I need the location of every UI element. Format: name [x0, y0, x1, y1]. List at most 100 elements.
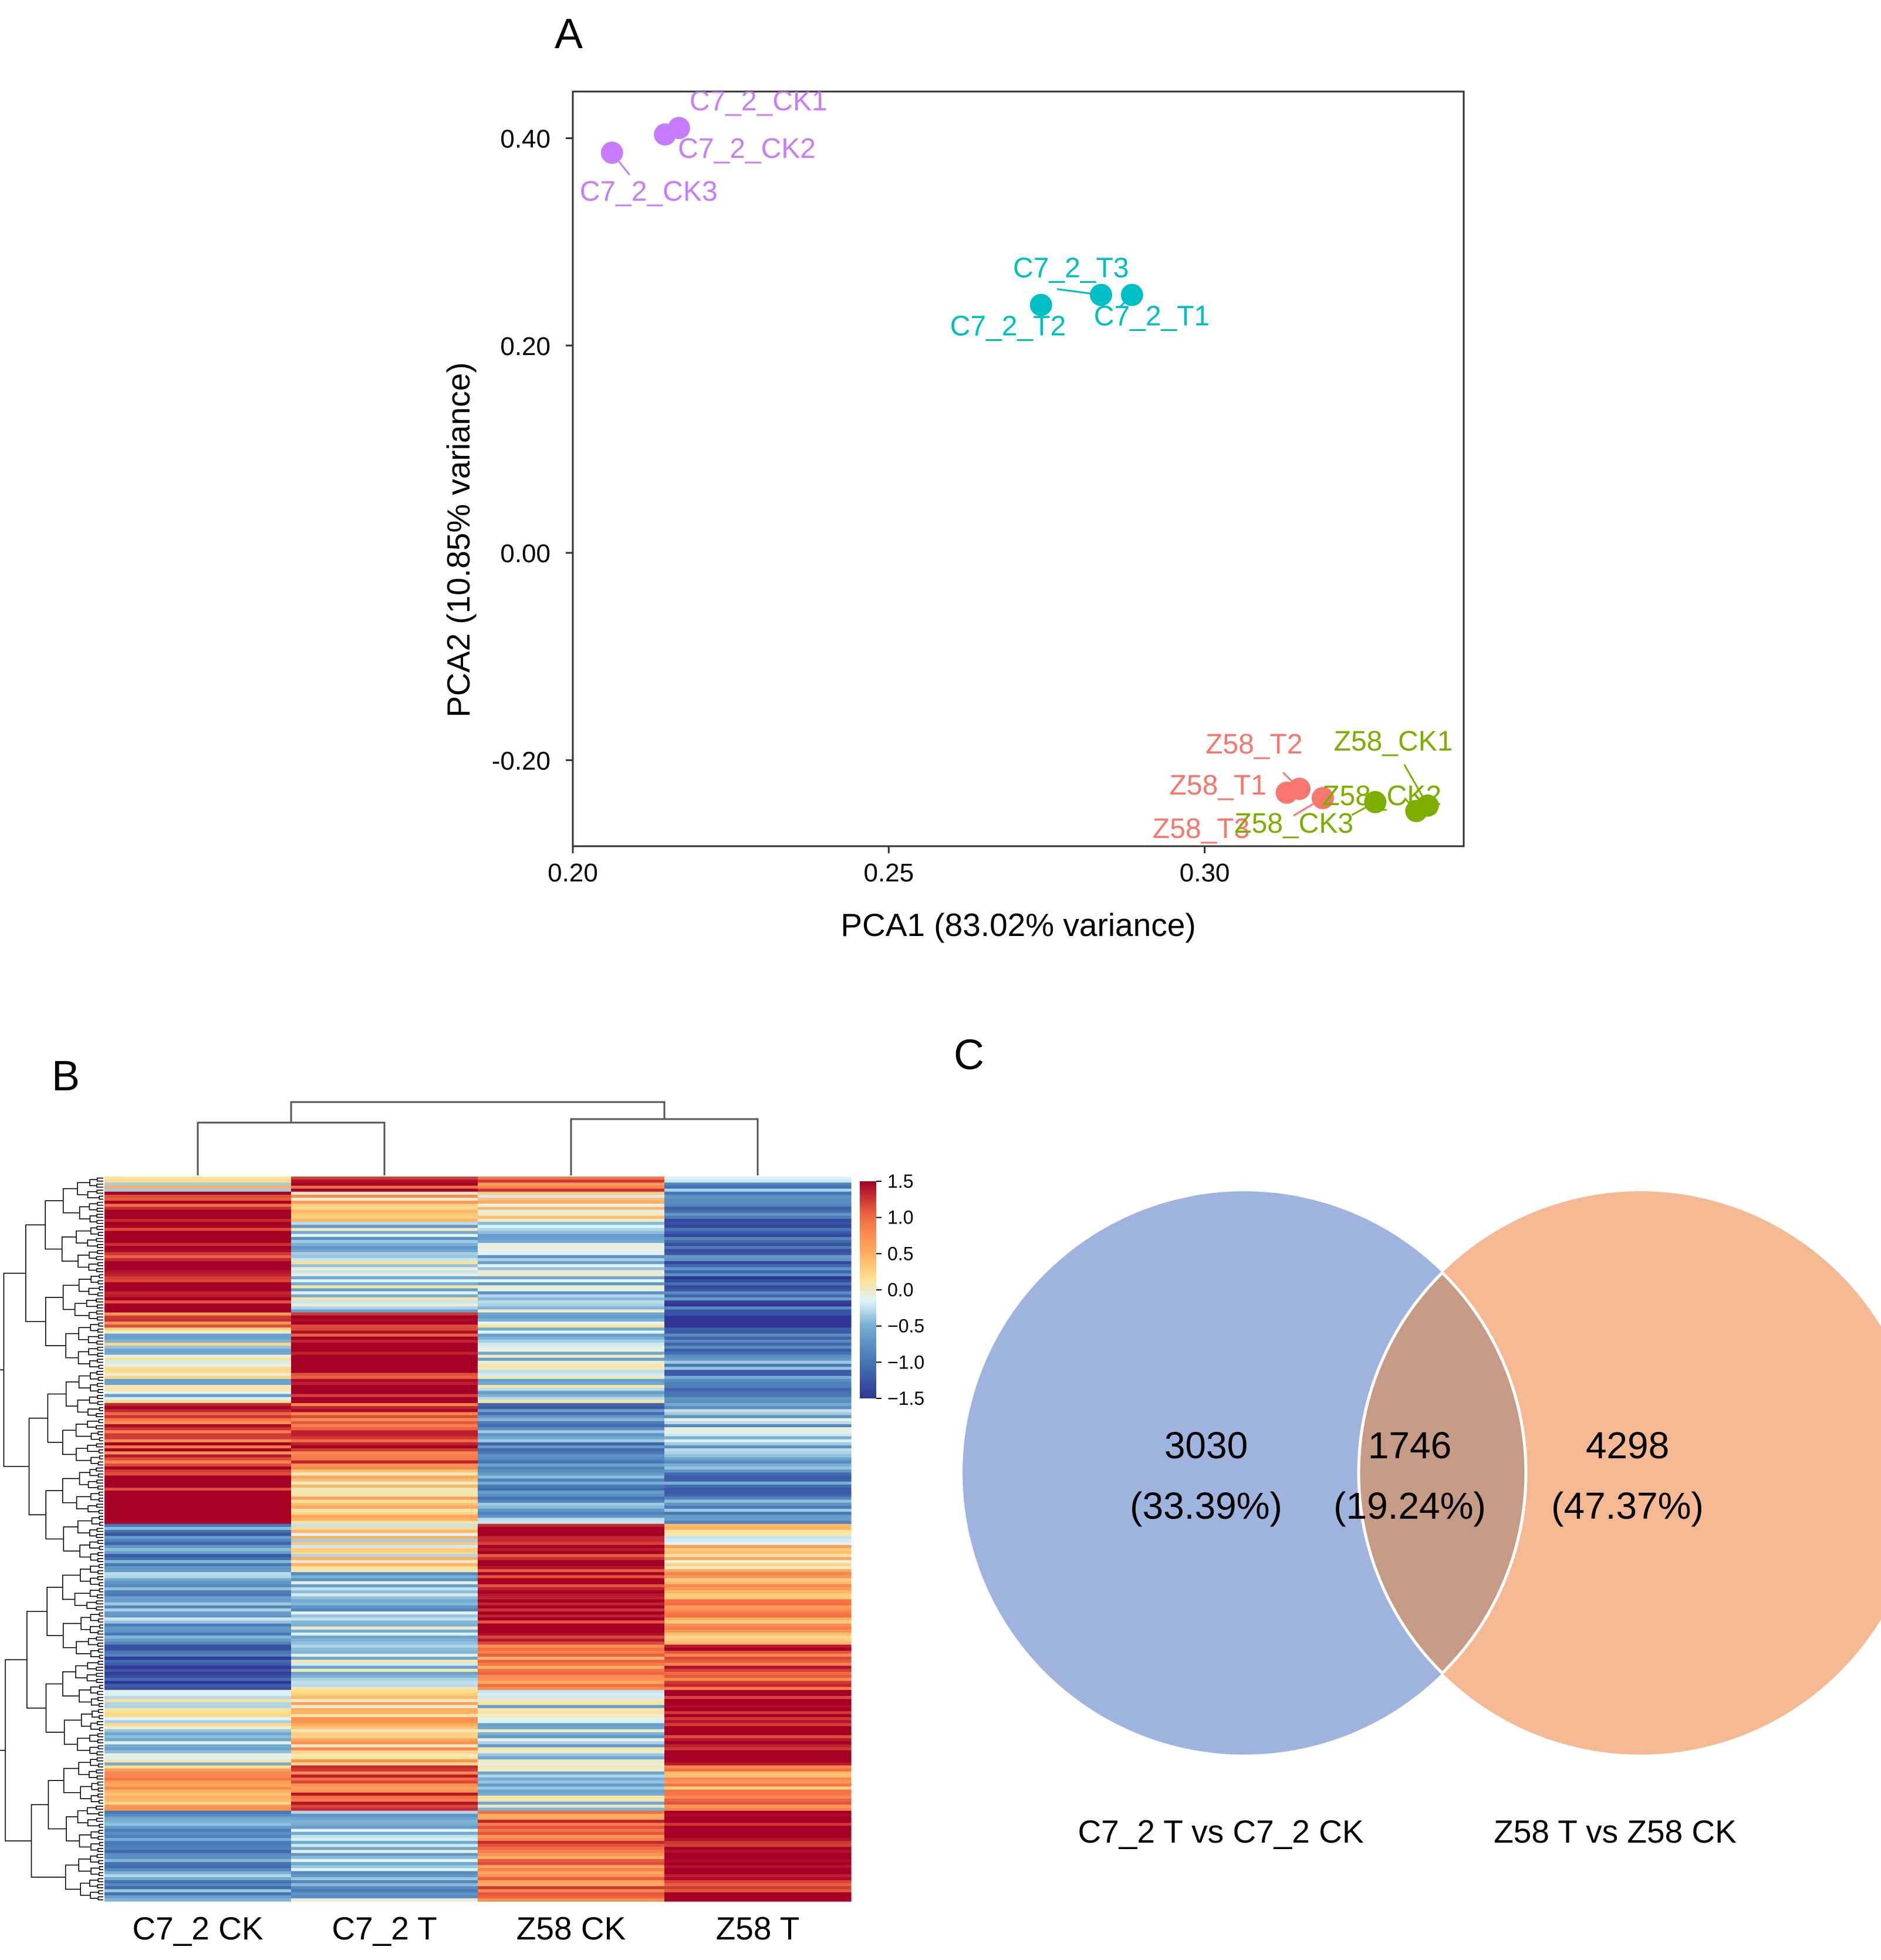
heatmap-cell: [478, 1481, 665, 1485]
heatmap-cell: [478, 1566, 665, 1570]
row-dendrogram-branch: [90, 1867, 100, 1875]
heatmap-cell: [478, 1831, 665, 1836]
row-dendrogram-branch: [99, 1612, 103, 1617]
heatmap-cell: [664, 1799, 852, 1802]
heatmap-cell: [478, 1415, 665, 1419]
heatmap-cell: [104, 1460, 292, 1464]
heatmap-cell: [104, 1726, 292, 1730]
heatmap-cell: [478, 1360, 665, 1364]
heatmap-cell: [664, 1792, 852, 1796]
heatmap-cell: [291, 1204, 478, 1208]
heatmap-cell: [104, 1198, 292, 1201]
heatmap-cell: [664, 1644, 852, 1648]
heatmap-cell: [478, 1364, 665, 1367]
heatmap-cell: [291, 1191, 478, 1195]
heatmap-cell: [664, 1222, 852, 1225]
heatmap-cell: [291, 1412, 478, 1416]
row-dendrogram-branch: [87, 1408, 100, 1416]
heatmap-cell: [664, 1463, 852, 1467]
row-dendrogram-branch: [79, 1689, 92, 1703]
heatmap-cell: [478, 1689, 665, 1694]
heatmap-cell: [291, 1551, 478, 1555]
row-dendrogram-branch: [62, 1623, 82, 1648]
row-dendrogram-branch: [96, 1214, 103, 1218]
heatmap-cell: [478, 1813, 665, 1817]
heatmap-cell: [664, 1252, 852, 1256]
heatmap-cell: [104, 1394, 292, 1398]
heatmap-cell: [664, 1635, 852, 1639]
heatmap-cell: [664, 1732, 852, 1736]
heatmap-cell: [664, 1629, 852, 1633]
row-dendrogram-branch: [75, 1424, 92, 1437]
row-dendrogram-branch: [90, 1227, 99, 1235]
heatmap-cell: [478, 1219, 665, 1222]
row-dendrogram-branch: [97, 1346, 103, 1351]
heatmap-cell: [478, 1711, 665, 1715]
heatmap-cell: [664, 1445, 852, 1449]
heatmap-cell: [664, 1376, 852, 1380]
heatmap-cell: [291, 1831, 478, 1836]
heatmap-cell: [664, 1858, 852, 1863]
heatmap-cell: [291, 1282, 478, 1286]
heatmap-cell: [291, 1339, 478, 1343]
heatmap-cell: [291, 1874, 478, 1878]
row-dendrogram-branch: [96, 1751, 103, 1756]
heatmap-cell: [291, 1795, 478, 1799]
heatmap-cell: [478, 1587, 665, 1591]
row-dendrogram-branch: [78, 1327, 91, 1340]
heatmap-cell: [478, 1780, 665, 1784]
row-dendrogram-branch: [96, 1606, 103, 1611]
row-dendrogram-branch: [97, 1250, 103, 1255]
heatmap-cell: [664, 1771, 852, 1775]
heatmap-cell: [664, 1385, 852, 1388]
heatmap-cell: [664, 1300, 852, 1304]
heatmap-cell: [478, 1370, 665, 1374]
heatmap-cell: [104, 1433, 292, 1437]
heatmap-cell: [291, 1650, 478, 1654]
heatmap-cell: [478, 1692, 665, 1697]
heatmap-cell: [664, 1789, 852, 1793]
heatmap-cell: [664, 1711, 852, 1715]
heatmap-cell: [104, 1692, 292, 1697]
row-dendrogram-branch: [96, 1371, 103, 1375]
heatmap-cell: [478, 1518, 665, 1522]
heatmap-cell: [478, 1378, 665, 1383]
heatmap-cell: [664, 1333, 852, 1337]
heatmap-cell: [664, 1602, 852, 1606]
heatmap-cell: [291, 1762, 478, 1766]
heatmap-cell: [478, 1671, 665, 1675]
heatmap-cell: [104, 1418, 292, 1422]
heatmap-column-labels: C7_2 CK C7_2 T Z58 CK Z58 T: [132, 1910, 799, 1947]
row-dendrogram-branch: [97, 1630, 103, 1635]
heatmap-cell: [291, 1451, 478, 1455]
heatmap-cell: [664, 1397, 852, 1401]
heatmap-cell: [291, 1569, 478, 1573]
row-dendrogram-branch: [97, 1848, 103, 1852]
heatmap-cell: [291, 1520, 478, 1525]
heatmap-cell: [664, 1258, 852, 1262]
row-dendrogram-branch: [97, 1243, 103, 1248]
heatmap-cell: [104, 1771, 292, 1775]
heatmap-cell: [478, 1182, 665, 1187]
heatmap-cell: [664, 1726, 852, 1730]
heatmap-cell: [104, 1789, 292, 1793]
heatmap-cell: [478, 1185, 665, 1189]
heatmap-cell: [104, 1729, 292, 1733]
heatmap-cell: [478, 1427, 665, 1431]
heatmap-cell: [104, 1430, 292, 1434]
heatmap-cell: [104, 1566, 292, 1570]
row-dendrogram-branch: [92, 1711, 100, 1718]
heatmap-cell: [291, 1892, 478, 1896]
heatmap-cell: [664, 1823, 852, 1826]
heatmap-cell: [291, 1744, 478, 1748]
heatmap-cell: [664, 1315, 852, 1319]
heatmap-cell: [104, 1204, 292, 1208]
heatmap-cell: [291, 1318, 478, 1322]
heatmap-cell: [291, 1886, 478, 1890]
heatmap-cell: [478, 1406, 665, 1410]
heatmap-cell: [291, 1418, 478, 1422]
heatmap-cell: [104, 1249, 292, 1253]
heatmap-cell: [478, 1777, 665, 1781]
row-dendrogram-branch: [96, 1678, 103, 1683]
heatmap-cell: [104, 1381, 292, 1385]
